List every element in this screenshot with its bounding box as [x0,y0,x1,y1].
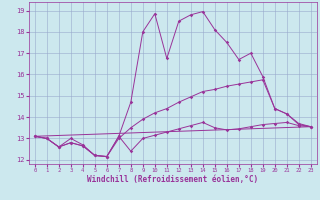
X-axis label: Windchill (Refroidissement éolien,°C): Windchill (Refroidissement éolien,°C) [87,175,258,184]
